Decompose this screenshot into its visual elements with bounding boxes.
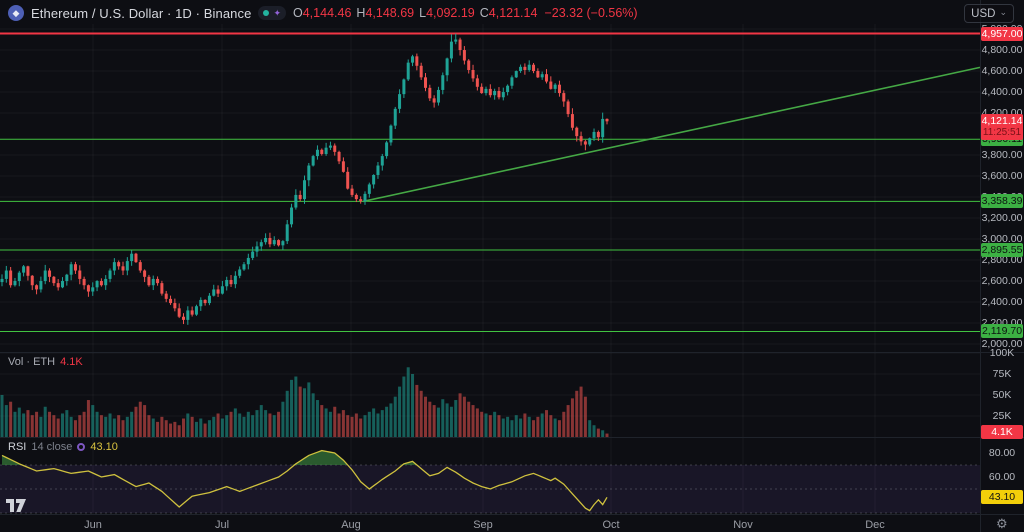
time-axis-label[interactable]: Nov — [733, 519, 753, 531]
spark-icon: ✦ — [273, 7, 281, 18]
price-axis-label: 2,800.00 — [981, 254, 1023, 267]
chevron-down-icon: ⌄ — [999, 7, 1007, 17]
ethereum-icon-glyph: ◆ — [12, 7, 20, 18]
price-axis-label: 3,800.00 — [981, 149, 1023, 162]
time-axis-label[interactable]: Aug — [341, 519, 361, 531]
rsi-axis-label: 60.00 — [988, 471, 1016, 483]
volume-axis-label: 25K — [992, 410, 1012, 422]
price-axis-label: 2,000.00 — [981, 338, 1023, 351]
rsi-value: 43.10 — [90, 441, 118, 453]
price-axis-label: 3,200.00 — [981, 212, 1023, 225]
time-axis-label[interactable]: Jun — [84, 519, 102, 531]
tradingview-logo[interactable] — [6, 498, 26, 513]
high-value: 4,148.69 — [365, 6, 415, 20]
price-axis-label: 4,400.00 — [981, 86, 1023, 99]
level-price-badge: 2,119.70 — [981, 324, 1023, 339]
ohlc-values: O4,144.46 H4,148.69 L4,092.19 C4,121.14 … — [293, 6, 638, 20]
time-axis-label[interactable]: Sep — [473, 519, 493, 531]
price-axis-label: 2,600.00 — [981, 275, 1023, 288]
time-axis-label[interactable]: Jul — [214, 519, 230, 531]
volume-pane-label[interactable]: Vol · ETH 4.1K — [8, 356, 83, 368]
last-price-badge: 4,121.14 11:25:51 — [981, 114, 1023, 141]
price-axis-label: 3,000.00 — [981, 233, 1023, 246]
time-axis-label[interactable]: Dec — [865, 519, 885, 531]
indicator-status-icon[interactable] — [77, 443, 86, 451]
rsi-value-badge: 43.10 — [981, 490, 1023, 505]
level-price-badge: 2,895.55 — [981, 242, 1023, 257]
price-axis-label: 2,400.00 — [981, 296, 1023, 309]
rsi-pane-label[interactable]: RSI 14 close 43.10 — [8, 441, 118, 453]
ath-price-badge: 4,957.00 — [981, 26, 1023, 41]
volume-axis-label: 75K — [992, 368, 1012, 380]
price-axis-label: 4,600.00 — [981, 65, 1023, 78]
last-price-value: 4,121.14 — [981, 115, 1023, 128]
volume-axis-label: 50K — [992, 389, 1012, 401]
chart-header: ◆ Ethereum / U.S. Dollar · 1D · Binance … — [8, 4, 638, 22]
close-label: C — [479, 6, 489, 20]
volume-value: 4.1K — [60, 356, 83, 368]
currency-dropdown[interactable]: USD ⌄ — [964, 4, 1014, 23]
time-axis-label[interactable]: Oct — [602, 519, 620, 531]
open-label: O — [293, 6, 303, 20]
high-label: H — [356, 6, 366, 20]
level-price-badge: 3,358.39 — [981, 194, 1023, 209]
currency-label: USD — [971, 7, 996, 20]
price-axis-label: 4,800.00 — [981, 44, 1023, 57]
market-open-dot-icon — [263, 10, 270, 16]
low-label: L — [419, 6, 427, 20]
close-value: 4,121.14 — [488, 6, 538, 20]
gear-icon[interactable]: ⚙ — [996, 516, 1008, 531]
market-status-pill[interactable]: ✦ — [258, 6, 286, 20]
ethereum-icon: ◆ — [8, 5, 24, 21]
volume-axis-label: 100K — [989, 347, 1015, 359]
rsi-label: RSI — [8, 441, 27, 453]
bar-countdown: 11:25:51 — [982, 127, 1022, 139]
volume-value-badge: 4.1K — [981, 424, 1023, 439]
rsi-params: 14 close — [31, 441, 73, 453]
symbol-title[interactable]: Ethereum / U.S. Dollar · 1D · Binance — [31, 5, 252, 21]
rsi-axis-label: 80.00 — [988, 446, 1016, 459]
open-value: 4,144.46 — [302, 6, 352, 20]
volume-label: Vol · ETH — [8, 356, 56, 368]
change-value: −23.32 (−0.56%) — [544, 6, 638, 20]
price-axis-label: 3,600.00 — [981, 170, 1023, 183]
low-value: 4,092.19 — [426, 6, 475, 20]
